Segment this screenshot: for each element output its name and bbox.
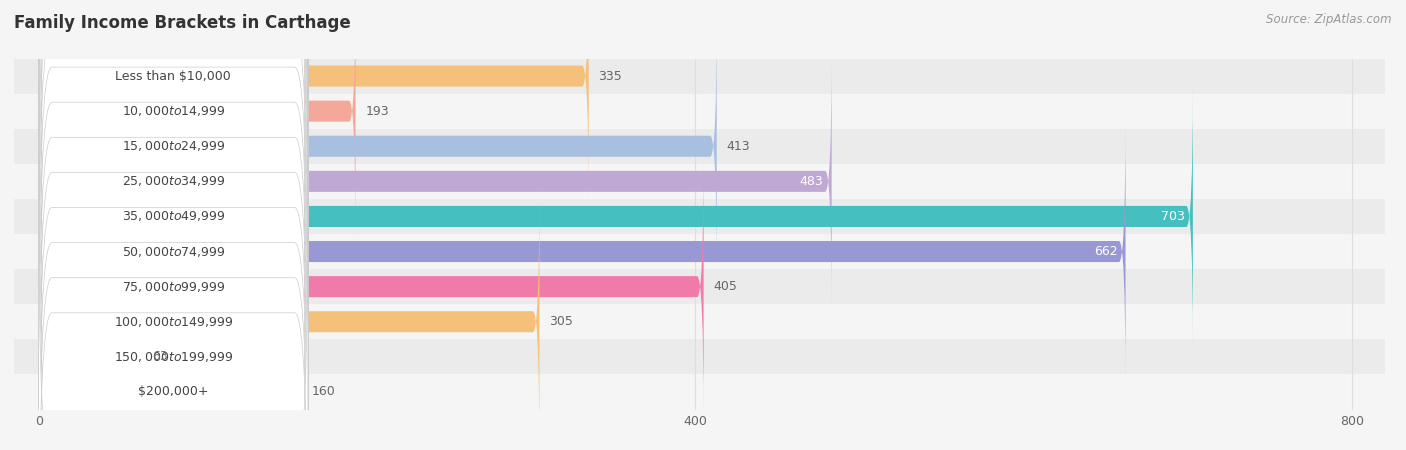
Text: Less than $10,000: Less than $10,000 xyxy=(115,70,231,82)
Text: Source: ZipAtlas.com: Source: ZipAtlas.com xyxy=(1267,14,1392,27)
Bar xyxy=(14,94,1385,129)
Text: 305: 305 xyxy=(550,315,574,328)
FancyBboxPatch shape xyxy=(39,0,308,348)
Text: 662: 662 xyxy=(1094,245,1118,258)
Bar xyxy=(14,199,1385,234)
FancyBboxPatch shape xyxy=(39,85,308,450)
Text: $100,000 to $149,999: $100,000 to $149,999 xyxy=(114,315,233,329)
Text: $200,000+: $200,000+ xyxy=(138,386,208,398)
FancyBboxPatch shape xyxy=(39,0,589,206)
Text: 703: 703 xyxy=(1161,210,1185,223)
FancyBboxPatch shape xyxy=(39,16,717,276)
FancyBboxPatch shape xyxy=(39,157,703,417)
FancyBboxPatch shape xyxy=(39,192,540,450)
Text: 335: 335 xyxy=(599,70,623,82)
Bar xyxy=(14,129,1385,164)
FancyBboxPatch shape xyxy=(39,15,308,418)
Bar xyxy=(14,374,1385,410)
Bar xyxy=(14,269,1385,304)
FancyBboxPatch shape xyxy=(39,227,142,450)
Bar xyxy=(14,164,1385,199)
Bar xyxy=(14,58,1385,94)
FancyBboxPatch shape xyxy=(39,0,356,241)
FancyBboxPatch shape xyxy=(39,51,831,311)
Text: 160: 160 xyxy=(311,386,335,398)
Text: Family Income Brackets in Carthage: Family Income Brackets in Carthage xyxy=(14,14,352,32)
Text: $35,000 to $49,999: $35,000 to $49,999 xyxy=(121,209,225,224)
Text: $150,000 to $199,999: $150,000 to $199,999 xyxy=(114,350,233,364)
Text: $50,000 to $74,999: $50,000 to $74,999 xyxy=(121,244,225,259)
Text: $10,000 to $14,999: $10,000 to $14,999 xyxy=(121,104,225,118)
Text: 413: 413 xyxy=(727,140,751,153)
FancyBboxPatch shape xyxy=(39,120,308,450)
FancyBboxPatch shape xyxy=(39,0,308,313)
Text: $25,000 to $34,999: $25,000 to $34,999 xyxy=(121,174,225,189)
Text: 193: 193 xyxy=(366,105,389,117)
Bar xyxy=(14,304,1385,339)
FancyBboxPatch shape xyxy=(39,190,308,450)
FancyBboxPatch shape xyxy=(39,155,308,450)
Text: 483: 483 xyxy=(800,175,824,188)
FancyBboxPatch shape xyxy=(39,262,301,450)
FancyBboxPatch shape xyxy=(39,50,308,450)
Text: 63: 63 xyxy=(152,351,167,363)
Text: $75,000 to $99,999: $75,000 to $99,999 xyxy=(121,279,225,294)
Text: $15,000 to $24,999: $15,000 to $24,999 xyxy=(121,139,225,153)
FancyBboxPatch shape xyxy=(39,86,1192,346)
FancyBboxPatch shape xyxy=(39,0,308,383)
Bar xyxy=(14,339,1385,374)
Text: 405: 405 xyxy=(713,280,737,293)
FancyBboxPatch shape xyxy=(39,0,308,278)
FancyBboxPatch shape xyxy=(39,122,1126,382)
Bar xyxy=(14,234,1385,269)
